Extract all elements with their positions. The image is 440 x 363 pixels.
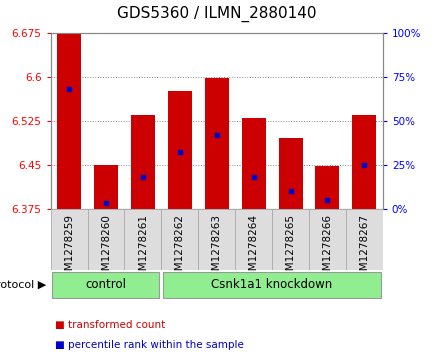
Text: GSM1278267: GSM1278267 xyxy=(359,214,369,284)
Text: GSM1278264: GSM1278264 xyxy=(249,214,259,284)
Text: Csnk1a1 knockdown: Csnk1a1 knockdown xyxy=(212,278,333,291)
Text: ■ percentile rank within the sample: ■ percentile rank within the sample xyxy=(55,340,244,350)
Bar xyxy=(51,209,88,270)
Text: ■ transformed count: ■ transformed count xyxy=(55,320,165,330)
Bar xyxy=(52,272,159,298)
Bar xyxy=(346,209,383,270)
Bar xyxy=(168,91,192,209)
Bar xyxy=(131,115,155,209)
Text: GSM1278265: GSM1278265 xyxy=(286,214,296,284)
Text: GSM1278259: GSM1278259 xyxy=(64,214,74,284)
Text: GSM1278266: GSM1278266 xyxy=(323,214,333,284)
Bar xyxy=(57,33,81,209)
Bar xyxy=(279,138,303,209)
Text: GSM1278263: GSM1278263 xyxy=(212,214,222,284)
Text: GSM1278260: GSM1278260 xyxy=(101,214,111,284)
Bar xyxy=(163,272,381,298)
Bar xyxy=(88,209,125,270)
Bar xyxy=(198,209,235,270)
Bar xyxy=(242,118,266,209)
Bar xyxy=(235,209,272,270)
Bar xyxy=(94,165,118,209)
Text: GSM1278262: GSM1278262 xyxy=(175,214,185,284)
Text: protocol ▶: protocol ▶ xyxy=(0,280,46,290)
Bar xyxy=(125,209,161,270)
Bar xyxy=(205,78,229,209)
Text: GDS5360 / ILMN_2880140: GDS5360 / ILMN_2880140 xyxy=(117,5,316,22)
Text: control: control xyxy=(85,278,126,291)
Text: GSM1278261: GSM1278261 xyxy=(138,214,148,284)
Bar xyxy=(315,166,339,209)
Bar xyxy=(352,115,376,209)
Bar xyxy=(272,209,309,270)
Bar xyxy=(161,209,198,270)
Bar xyxy=(309,209,346,270)
